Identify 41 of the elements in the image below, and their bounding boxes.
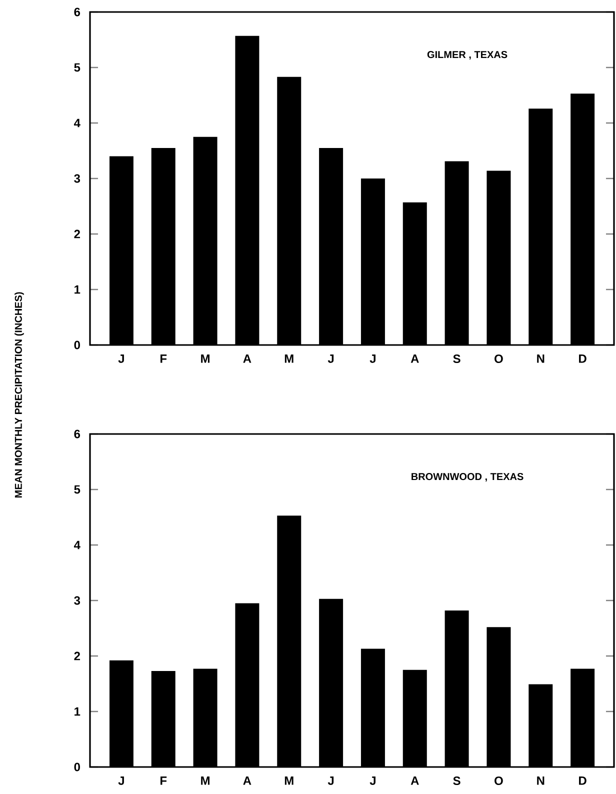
y-tick-label: 1 bbox=[74, 285, 80, 294]
x-tick-label: M bbox=[284, 776, 294, 785]
y-tick-label: 2 bbox=[74, 230, 80, 238]
y-tick-label: 1 bbox=[74, 707, 80, 716]
y-tick-label: 4 bbox=[74, 540, 80, 550]
y-tick-label: 0 bbox=[74, 340, 80, 350]
x-tick-label: D bbox=[579, 776, 586, 785]
y-tick-label: 5 bbox=[74, 485, 80, 494]
x-tick-label: S bbox=[453, 776, 460, 786]
x-tick-label: A bbox=[410, 354, 419, 363]
x-tick-label: J bbox=[118, 776, 124, 785]
y-tick-label: 0 bbox=[74, 762, 80, 772]
y-tick-label: 3 bbox=[74, 596, 80, 605]
y-axis-title: MEAN MONTHLY PRECIPITATION (INCHES) bbox=[14, 292, 24, 498]
text: BROWNWOOD , TEXAS bbox=[412, 473, 524, 482]
y-tick-label: 6 bbox=[74, 430, 80, 438]
x-tick-label: J bbox=[328, 354, 334, 363]
x-tick-label: A bbox=[243, 354, 252, 363]
x-tick-label: J bbox=[328, 776, 334, 785]
x-tick-label: O bbox=[494, 354, 503, 364]
x-tick-label: S bbox=[453, 354, 460, 364]
y-tick-label: 2 bbox=[74, 652, 80, 660]
x-tick-label: D bbox=[579, 354, 586, 363]
x-tick-label: N bbox=[537, 354, 544, 363]
x-tick-label: F bbox=[160, 776, 167, 785]
x-tick-label: M bbox=[201, 354, 210, 363]
y-tick-label: 4 bbox=[74, 118, 80, 128]
x-tick-label: J bbox=[118, 354, 124, 363]
y-tick-label: 5 bbox=[74, 63, 80, 72]
x-tick-label: M bbox=[284, 354, 294, 363]
x-tick-label: N bbox=[537, 776, 544, 785]
x-tick-label: O bbox=[494, 776, 503, 786]
text: GILMER , TEXAS bbox=[427, 51, 508, 60]
y-tick-label: 6 bbox=[74, 8, 80, 16]
x-tick-label: A bbox=[410, 776, 419, 785]
x-tick-label: J bbox=[370, 354, 376, 363]
x-tick-label: M bbox=[201, 776, 210, 785]
x-tick-label: A bbox=[243, 776, 252, 785]
x-tick-label: J bbox=[370, 776, 376, 785]
y-tick-label: 3 bbox=[74, 174, 80, 183]
x-tick-label: F bbox=[160, 354, 167, 363]
